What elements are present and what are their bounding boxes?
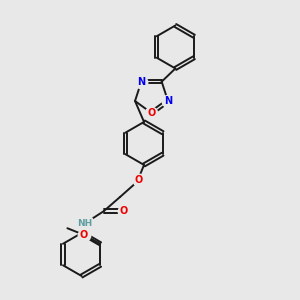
Text: O: O xyxy=(134,176,143,185)
Text: NH: NH xyxy=(78,219,93,228)
Text: N: N xyxy=(137,76,146,87)
Text: O: O xyxy=(147,108,156,118)
Text: N: N xyxy=(164,96,172,106)
Text: O: O xyxy=(80,230,88,240)
Text: O: O xyxy=(120,206,128,216)
